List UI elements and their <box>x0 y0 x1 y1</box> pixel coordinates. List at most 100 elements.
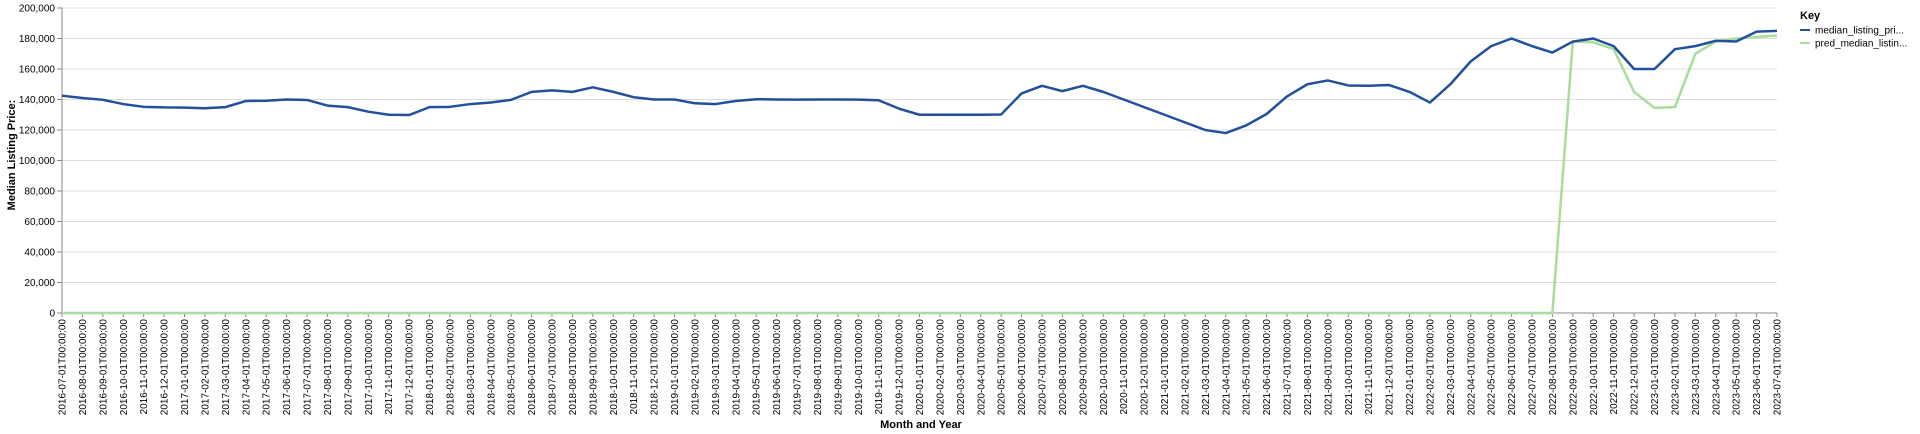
x-tick-label: 2018-12-01T00:00:00 <box>650 319 661 416</box>
x-tick-label: 2020-01-01T00:00:00 <box>915 319 926 416</box>
x-tick-label: 2020-06-01T00:00:00 <box>1017 319 1028 416</box>
x-tick-label: 2019-10-01T00:00:00 <box>854 319 865 416</box>
x-tick-label: 2020-08-01T00:00:00 <box>1058 319 1069 416</box>
x-tick-label: 2020-03-01T00:00:00 <box>956 319 967 416</box>
x-tick-label: 2021-04-01T00:00:00 <box>1221 319 1232 416</box>
x-tick-label: 2016-11-01T00:00:00 <box>139 319 150 415</box>
legend-label: median_listing_pri... <box>1815 26 1904 37</box>
y-tick-label: 140,000 <box>19 95 56 106</box>
x-tick-label: 2021-10-01T00:00:00 <box>1344 319 1355 416</box>
x-tick-label: 2019-02-01T00:00:00 <box>690 319 701 416</box>
x-tick-label: 2021-02-01T00:00:00 <box>1180 319 1191 416</box>
series-lines <box>61 29 1778 315</box>
x-tick-label: 2019-04-01T00:00:00 <box>731 319 742 416</box>
x-tick-label: 2019-06-01T00:00:00 <box>772 319 783 416</box>
x-tick-label: 2018-06-01T00:00:00 <box>527 319 538 416</box>
x-tick-label: 2022-09-01T00:00:00 <box>1568 319 1579 416</box>
x-tick-label: 2023-05-01T00:00:00 <box>1732 319 1743 416</box>
x-tick-label: 2023-07-01T00:00:00 <box>1773 319 1784 416</box>
x-tick-label: 2022-04-01T00:00:00 <box>1466 319 1477 416</box>
y-tick-label: 40,000 <box>24 248 55 259</box>
x-tick-label: 2018-09-01T00:00:00 <box>588 319 599 416</box>
x-tick-label: 2018-11-01T00:00:00 <box>629 319 640 415</box>
series-line-0 <box>61 29 1778 135</box>
x-tick-label: 2020-10-01T00:00:00 <box>1099 319 1110 416</box>
x-tick-label: 2021-12-01T00:00:00 <box>1385 319 1396 416</box>
x-tick-label: 2023-02-01T00:00:00 <box>1670 319 1681 416</box>
x-tick-label: 2016-10-01T00:00:00 <box>119 319 130 416</box>
x-tick-label: 2020-12-01T00:00:00 <box>1140 319 1151 416</box>
y-tick-label: 180,000 <box>19 34 56 45</box>
x-tick-label: 2022-07-01T00:00:00 <box>1528 319 1539 416</box>
x-tick-label: 2017-07-01T00:00:00 <box>303 319 314 416</box>
y-tick-label: 60,000 <box>24 217 55 228</box>
x-tick-label: 2023-03-01T00:00:00 <box>1691 319 1702 416</box>
x-tick-label: 2018-02-01T00:00:00 <box>445 319 456 416</box>
y-tick-label: 200,000 <box>19 4 56 15</box>
x-tick-label: 2018-05-01T00:00:00 <box>507 319 518 416</box>
x-tick-label: 2020-05-01T00:00:00 <box>997 319 1008 416</box>
x-tick-label: 2022-12-01T00:00:00 <box>1630 319 1641 416</box>
x-axis-title: Month and Year <box>880 419 962 431</box>
x-tick-label: 2018-07-01T00:00:00 <box>548 319 559 416</box>
x-tick-label: 2022-11-01T00:00:00 <box>1609 319 1620 415</box>
x-tick-label: 2018-10-01T00:00:00 <box>609 319 620 416</box>
x-tick-label: 2020-11-01T00:00:00 <box>1119 319 1130 415</box>
x-tick-label: 2021-01-01T00:00:00 <box>1160 319 1171 416</box>
x-tick-label: 2017-05-01T00:00:00 <box>262 319 273 416</box>
x-tick-label: 2018-04-01T00:00:00 <box>486 319 497 416</box>
x-tick-label: 2022-05-01T00:00:00 <box>1487 319 1498 416</box>
x-tick-label: 2018-08-01T00:00:00 <box>568 319 579 416</box>
x-tick-label: 2019-05-01T00:00:00 <box>752 319 763 416</box>
x-tick-label: 2017-12-01T00:00:00 <box>405 319 416 416</box>
x-tick-label: 2019-01-01T00:00:00 <box>670 319 681 416</box>
x-tick-label: 2022-08-01T00:00:00 <box>1548 319 1559 416</box>
x-tick-label: 2017-04-01T00:00:00 <box>241 319 252 416</box>
x-tick-label: 2019-11-01T00:00:00 <box>874 319 885 415</box>
x-tick-label: 2018-03-01T00:00:00 <box>466 319 477 416</box>
x-tick-label: 2021-08-01T00:00:00 <box>1303 319 1314 416</box>
legend-title: Key <box>1800 10 1821 22</box>
x-tick-label: 2022-02-01T00:00:00 <box>1425 319 1436 416</box>
x-tick-label: 2016-09-01T00:00:00 <box>98 319 109 416</box>
x-tick-label: 2022-03-01T00:00:00 <box>1446 319 1457 416</box>
x-tick-label: 2017-02-01T00:00:00 <box>200 319 211 416</box>
x-tick-label: 2021-03-01T00:00:00 <box>1201 319 1212 416</box>
grid-lines <box>62 7 1777 314</box>
x-tick-label: 2016-12-01T00:00:00 <box>160 319 171 416</box>
series-line-1 <box>62 34 1778 315</box>
x-tick-label: 2016-08-01T00:00:00 <box>78 319 89 416</box>
x-tick-label: 2020-09-01T00:00:00 <box>1078 319 1089 416</box>
y-axis-title: Median Listing Price: <box>6 100 18 211</box>
x-tick-label: 2022-10-01T00:00:00 <box>1589 319 1600 416</box>
y-tick-label: 120,000 <box>19 126 56 137</box>
x-tick-label: 2021-06-01T00:00:00 <box>1262 319 1273 416</box>
x-tick-label: 2017-08-01T00:00:00 <box>323 319 334 416</box>
x-tick-label: 2021-11-01T00:00:00 <box>1364 319 1375 415</box>
x-tick-label: 2019-12-01T00:00:00 <box>895 319 906 416</box>
x-tick-label: 2020-07-01T00:00:00 <box>1038 319 1049 416</box>
y-tick-label: 0 <box>49 309 55 320</box>
x-tick-label: 2017-10-01T00:00:00 <box>364 319 375 416</box>
x-tick-label: 2017-03-01T00:00:00 <box>221 319 232 416</box>
x-tick-label: 2023-01-01T00:00:00 <box>1650 319 1661 416</box>
x-tick-label: 2017-01-01T00:00:00 <box>180 319 191 416</box>
legend: Key median_listing_pri... pred_median_lis… <box>1800 10 1907 50</box>
x-tick-label: 2019-08-01T00:00:00 <box>813 319 824 416</box>
x-tick-label: 2020-04-01T00:00:00 <box>976 319 987 416</box>
x-tick-label: 2021-07-01T00:00:00 <box>1283 319 1294 416</box>
x-tick-label: 2020-02-01T00:00:00 <box>935 319 946 416</box>
x-tick-label: 2019-03-01T00:00:00 <box>711 319 722 416</box>
x-tick-label: 2019-07-01T00:00:00 <box>793 319 804 416</box>
x-tick-label: 2017-11-01T00:00:00 <box>384 319 395 415</box>
y-axis: 0 20,000 40,000 60,000 80,000 100,000 120,000 1… <box>19 4 63 320</box>
x-tick-label: 2022-06-01T00:00:00 <box>1507 319 1518 416</box>
x-tick-label: 2023-04-01T00:00:00 <box>1711 319 1722 416</box>
x-tick-label: 2016-07-01T00:00:00 <box>58 319 69 416</box>
x-tick-label: 2021-05-01T00:00:00 <box>1242 319 1253 416</box>
y-tick-label: 80,000 <box>24 187 55 198</box>
x-tick-label: 2017-09-01T00:00:00 <box>343 319 354 416</box>
x-tick-label: 2021-09-01T00:00:00 <box>1323 319 1334 416</box>
x-tick-label: 2023-06-01T00:00:00 <box>1752 319 1763 416</box>
